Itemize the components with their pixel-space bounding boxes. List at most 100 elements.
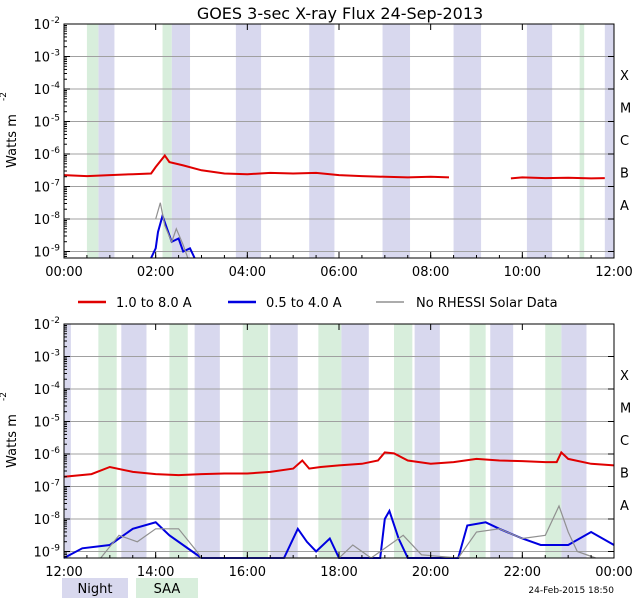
y-axis-label: Watts m [5, 414, 20, 468]
legend-label-short: 0.5 to 4.0 A [266, 296, 342, 311]
saa-band [545, 324, 562, 558]
saa-band [469, 324, 486, 558]
y-tick-label: 10 [33, 83, 50, 98]
y-tick-exp: -6 [51, 446, 60, 456]
y-tick-exp: -4 [51, 81, 60, 91]
series-line-long [63, 153, 450, 179]
night-band [490, 324, 514, 558]
night-band [341, 324, 369, 558]
saa-band [579, 24, 585, 258]
saa-band [394, 324, 413, 558]
night-key-label: Night [78, 582, 113, 597]
night-band [309, 24, 335, 258]
y-axis-label-exp: -2 [0, 392, 9, 401]
x-tick-label: 10:00 [504, 265, 541, 280]
y-tick-exp: -5 [51, 114, 60, 124]
y-tick-label: 10 [33, 351, 50, 366]
series-line-long [63, 450, 615, 478]
saa-band [98, 324, 117, 558]
y-tick-label: 10 [33, 416, 50, 431]
y-tick-label: 10 [33, 246, 50, 261]
y-tick-label: 10 [33, 181, 50, 196]
x-tick-label: 18:00 [320, 565, 357, 580]
y-tick-exp: -3 [51, 49, 60, 59]
saa-band [242, 324, 268, 558]
night-band [64, 324, 71, 558]
legend-label-rhessi: No RHESSI Solar Data [416, 296, 558, 311]
panel-top: 10-210-310-410-510-610-710-810 -9XMCBA00:… [0, 16, 633, 280]
y-tick-label: 10 [33, 148, 50, 163]
night-band [121, 324, 147, 558]
y-tick-exp: -2 [51, 16, 60, 26]
x-tick-label: 00:00 [45, 265, 82, 280]
x-tick-label: 14:00 [137, 565, 174, 580]
y-tick-label: 10 [33, 481, 50, 496]
series-line-long-b [510, 176, 605, 180]
y-tick-exp: -9 [51, 244, 60, 254]
flare-class-label: M [620, 401, 631, 416]
night-band [171, 24, 191, 258]
x-tick-label: 00:00 [595, 565, 632, 580]
y-tick-label: 10 [33, 116, 50, 131]
y-tick-label: 10 [33, 213, 50, 228]
night-band [235, 24, 262, 258]
y-tick-exp: -6 [51, 146, 60, 156]
flare-class-label: B [620, 466, 629, 481]
x-tick-label: 20:00 [412, 565, 449, 580]
night-band [194, 324, 220, 558]
x-tick-label: 06:00 [320, 265, 357, 280]
y-tick-exp: -3 [51, 349, 60, 359]
flare-class-label: X [620, 69, 629, 84]
y-axis-label-exp: -2 [0, 92, 9, 101]
x-tick-label: 12:00 [45, 565, 82, 580]
night-band [453, 24, 482, 258]
y-tick-label: 10 [33, 18, 50, 33]
flare-class-label: A [620, 499, 629, 514]
flare-class-label: B [620, 166, 629, 181]
y-tick-exp: -9 [51, 544, 60, 554]
y-tick-exp: -7 [51, 479, 60, 489]
night-key-box [62, 578, 128, 598]
x-tick-label: 16:00 [229, 565, 266, 580]
saa-key-box [136, 578, 198, 598]
chart-title: GOES 3-sec X-ray Flux 24-Sep-2013 [197, 4, 483, 23]
y-axis-label: Watts m [5, 114, 20, 168]
x-tick-label: 12:00 [595, 265, 632, 280]
flare-class-label: M [620, 101, 631, 116]
legend-label-long: 1.0 to 8.0 A [116, 296, 192, 311]
flare-class-label: X [620, 369, 629, 384]
night-band [414, 324, 440, 558]
x-tick-label: 22:00 [504, 565, 541, 580]
night-band [526, 24, 553, 258]
flare-class-label: A [620, 199, 629, 214]
series-line-rhessi [100, 504, 596, 559]
saa-band [162, 24, 172, 258]
y-tick-exp: -7 [51, 179, 60, 189]
y-tick-exp: -2 [51, 316, 60, 326]
x-tick-label: 02:00 [137, 265, 174, 280]
legend: 1.0 to 8.0 A 0.5 to 4.0 A No RHESSI Sola… [78, 296, 558, 311]
saa-band [318, 324, 342, 558]
flare-class-label: C [620, 434, 629, 449]
y-tick-exp: -5 [51, 414, 60, 424]
y-tick-exp: -4 [51, 381, 60, 391]
night-band [98, 24, 115, 258]
flare-class-label: C [620, 134, 629, 149]
y-tick-label: 10 [33, 546, 50, 561]
y-tick-exp: -8 [51, 511, 60, 521]
y-tick-label: 10 [33, 51, 50, 66]
y-tick-label: 10 [33, 448, 50, 463]
saa-band [169, 324, 188, 558]
night-band [270, 324, 298, 558]
night-band [382, 24, 411, 258]
y-tick-label: 10 [33, 318, 50, 333]
night-band [604, 24, 614, 258]
footer-timestamp: 24-Feb-2015 18:50 [528, 586, 614, 596]
y-tick-label: 10 [33, 383, 50, 398]
x-tick-label: 08:00 [412, 265, 449, 280]
x-tick-label: 04:00 [229, 265, 266, 280]
y-tick-exp: -8 [51, 211, 60, 221]
saa-band [86, 24, 99, 258]
saa-key-label: SAA [154, 582, 181, 597]
